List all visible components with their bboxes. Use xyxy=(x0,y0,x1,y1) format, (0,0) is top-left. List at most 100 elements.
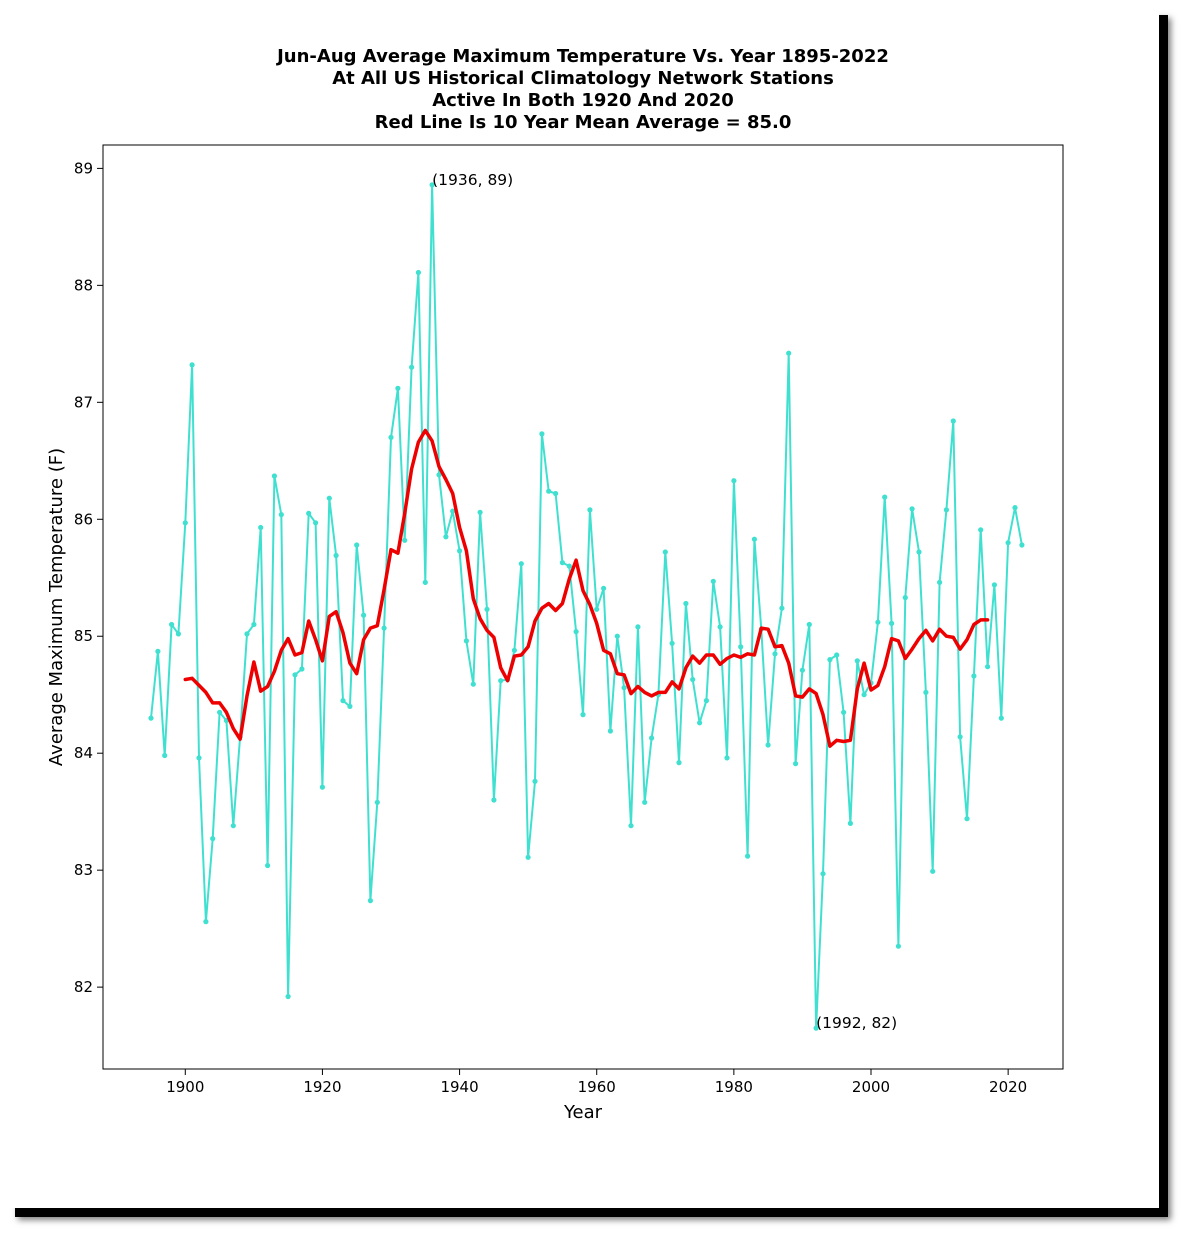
temperature-point xyxy=(806,621,812,628)
temperature-point xyxy=(347,703,353,710)
temperature-point xyxy=(422,579,428,586)
y-tick-label: 87 xyxy=(74,393,93,411)
temperature-point xyxy=(662,549,668,555)
temperature-point xyxy=(628,823,634,829)
chart-title: Jun-Aug Average Maximum Temperature Vs. … xyxy=(275,46,889,133)
temperature-point xyxy=(511,647,517,653)
temperature-point xyxy=(607,728,614,734)
temperature-point xyxy=(690,676,696,683)
temperature-point xyxy=(463,638,469,644)
temperature-point xyxy=(566,563,572,569)
temperature-point xyxy=(148,715,154,721)
temperature-point xyxy=(491,797,497,803)
y-tick-label: 83 xyxy=(74,861,93,879)
temperature-point xyxy=(374,799,380,805)
temperature-point xyxy=(203,919,209,925)
temperature-point xyxy=(443,534,449,540)
temperature-point xyxy=(477,509,483,515)
temperature-point xyxy=(189,362,195,368)
temperature-point xyxy=(971,673,977,679)
x-axis: 1900 1920 1940 1960 1980 2000 2020 xyxy=(166,1069,1027,1096)
temperature-point xyxy=(580,712,586,718)
temperature-point xyxy=(265,862,271,869)
temperature-point xyxy=(559,560,566,566)
y-axis: 82 83 84 85 86 87 88 89 xyxy=(74,159,103,996)
temperature-point xyxy=(813,1025,819,1031)
x-tick-label: 2020 xyxy=(989,1078,1027,1096)
temperature-point xyxy=(710,578,716,584)
x-tick-label: 2000 xyxy=(852,1078,890,1096)
temperature-point xyxy=(258,524,264,531)
temperature-point xyxy=(217,709,223,715)
temperature-point xyxy=(525,854,531,860)
temperature-point xyxy=(985,664,991,670)
annotations: (1936, 89) (1992, 82) xyxy=(432,171,897,1032)
temperature-point xyxy=(244,631,250,637)
temperature-point xyxy=(751,536,758,542)
temperature-point xyxy=(285,993,291,1000)
temperature-point xyxy=(649,735,655,741)
temperature-point xyxy=(402,537,408,543)
temperature-point xyxy=(889,620,895,627)
temperature-point xyxy=(834,652,840,658)
temperature-point xyxy=(697,720,703,726)
temperature-point xyxy=(724,755,730,761)
temperature-point xyxy=(717,624,723,630)
temperature-point xyxy=(210,836,216,842)
x-tick-label: 1960 xyxy=(578,1078,616,1096)
temperature-point xyxy=(943,507,950,513)
temperature-point xyxy=(882,494,888,500)
temperature-point xyxy=(498,678,504,684)
title-line: At All US Historical Climatology Network… xyxy=(332,68,834,89)
temperature-point xyxy=(772,651,778,657)
temperature-point xyxy=(930,868,936,874)
y-tick-label: 84 xyxy=(74,744,93,762)
mean-line xyxy=(183,428,990,748)
temperature-series xyxy=(148,182,1025,1031)
temperature-point xyxy=(703,698,710,704)
temperature-point xyxy=(340,698,346,704)
temperature-point xyxy=(230,823,236,829)
temperature-point xyxy=(786,350,792,356)
temperature-point xyxy=(169,621,175,628)
y-tick-label: 85 xyxy=(74,627,93,645)
temperature-point xyxy=(895,943,902,949)
temperature-point xyxy=(799,667,806,673)
temperature-point xyxy=(923,689,929,696)
temperature-point xyxy=(299,666,305,672)
temperature-point xyxy=(333,552,339,559)
temperature-point xyxy=(388,434,394,440)
temperature-point xyxy=(313,520,319,526)
annotation: (1936, 89) xyxy=(432,171,513,189)
temperature-point xyxy=(1012,505,1018,511)
temperature-point xyxy=(409,364,415,370)
temperature-point xyxy=(326,495,332,501)
x-tick-label: 1920 xyxy=(303,1078,341,1096)
temperature-point xyxy=(998,715,1004,721)
temperature-point xyxy=(937,579,943,586)
temperature-point xyxy=(162,752,168,759)
x-tick-label: 1900 xyxy=(166,1078,204,1096)
temperature-point xyxy=(457,548,463,554)
title-line: Red Line Is 10 Year Mean Average = 85.0 xyxy=(375,112,792,133)
temperature-point xyxy=(861,692,867,698)
temperature-point xyxy=(875,619,881,625)
temperature-point xyxy=(518,561,524,567)
temperature-point xyxy=(902,595,908,601)
temperature-point xyxy=(614,633,620,639)
temperature-point xyxy=(957,734,963,740)
temperature-point xyxy=(319,784,325,790)
temperature-point xyxy=(292,672,298,678)
x-tick-label: 1940 xyxy=(440,1078,478,1096)
temperature-point xyxy=(470,681,476,687)
temperature-point xyxy=(278,511,284,518)
temperature-point xyxy=(271,473,277,479)
title-line: Active In Both 1920 And 2020 xyxy=(432,90,734,111)
temperature-point xyxy=(991,582,998,588)
temperature-point xyxy=(251,621,257,628)
temperature-point xyxy=(827,657,833,663)
temperature-point xyxy=(793,761,799,767)
mean-series xyxy=(183,428,990,748)
temperature-point xyxy=(909,506,915,512)
